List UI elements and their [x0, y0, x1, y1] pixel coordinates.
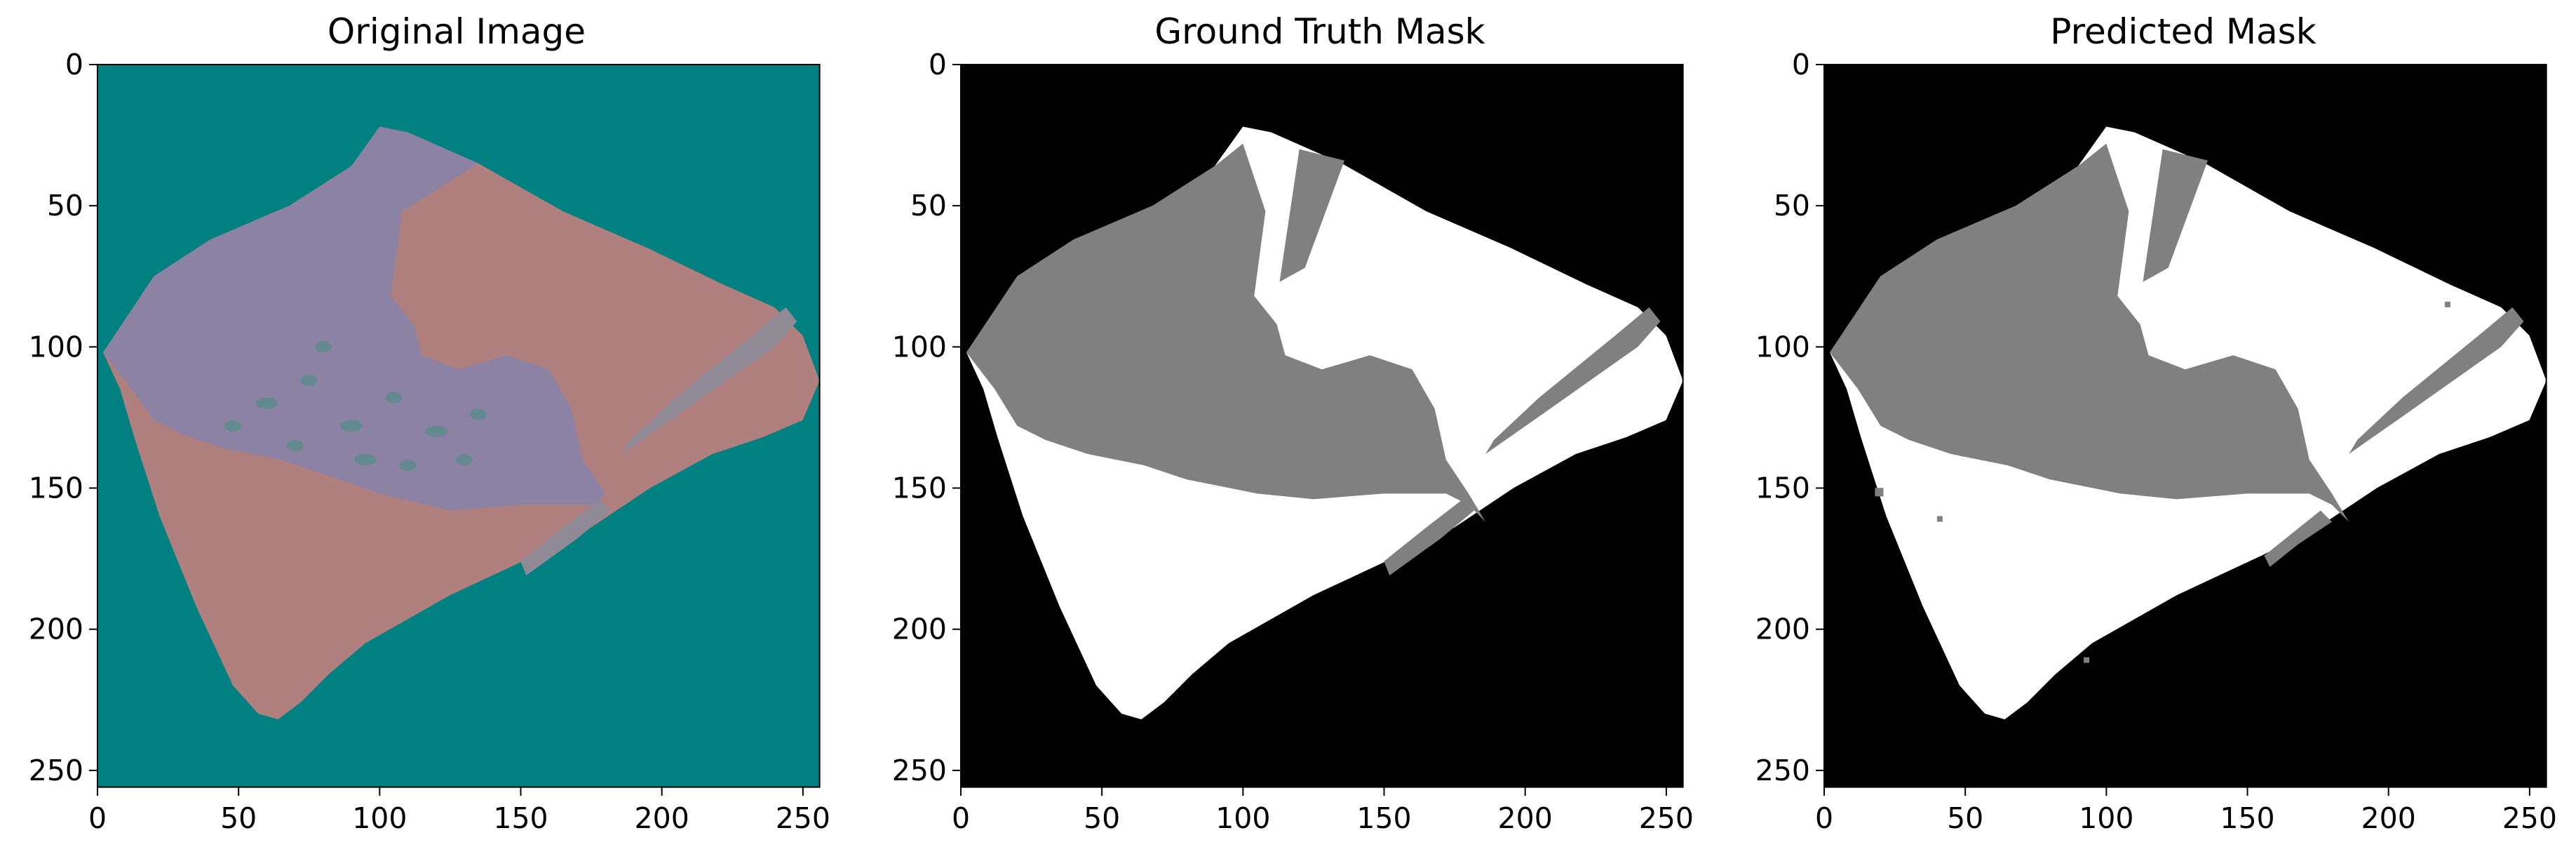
- x-tick-label: 200: [2361, 801, 2416, 835]
- y-tick-label: 100: [1755, 330, 1810, 363]
- mask-noise: [1875, 177, 2450, 663]
- y-tick-label: 250: [29, 754, 83, 787]
- tissue-band: [622, 307, 797, 455]
- x-tick-label: 200: [635, 801, 689, 835]
- x-tick-label: 100: [1215, 801, 1270, 835]
- x-tick-label: 50: [220, 801, 257, 835]
- y-tick-label: 150: [29, 472, 83, 505]
- x-tick-label: 250: [1639, 801, 1694, 835]
- y-tick-label: 100: [29, 330, 83, 363]
- x-tick-label: 150: [1356, 801, 1411, 835]
- x-tick-label: 50: [1947, 801, 1983, 835]
- x-tick-label: 0: [952, 801, 970, 835]
- x-tick-label: 250: [776, 801, 830, 835]
- plot-frame: [959, 63, 1684, 788]
- x-tick-label: 50: [1084, 801, 1120, 835]
- x-tick-label: 150: [2220, 801, 2274, 835]
- x-tick-label: 100: [352, 801, 407, 835]
- x-tick-label: 0: [1815, 801, 1833, 835]
- plot-frame: [1823, 63, 2547, 788]
- y-tick-label: 150: [1755, 472, 1810, 505]
- image-area: [959, 63, 1684, 788]
- tissue-detail: [224, 341, 487, 472]
- panel-title: Original Image: [328, 11, 586, 52]
- y-tick-label: 50: [47, 189, 83, 222]
- y-tick-label: 250: [892, 754, 947, 787]
- y-tick-label: 250: [1755, 754, 1810, 787]
- y-tick-label: 50: [1774, 189, 1810, 222]
- plot-frame: [96, 63, 821, 788]
- x-tick-label: 150: [493, 801, 548, 835]
- y-tick-label: 0: [65, 48, 83, 81]
- panel-ground-truth-mask: Ground Truth Mask: [959, 11, 1684, 788]
- image-area: [1823, 63, 2547, 788]
- panel-title: Ground Truth Mask: [1154, 11, 1485, 52]
- y-tick-label: 150: [892, 472, 947, 505]
- y-tick-label: 0: [929, 48, 947, 81]
- tissue-band: [520, 499, 612, 575]
- x-tick-label: 250: [2502, 801, 2557, 835]
- panel-title: Predicted Mask: [2050, 11, 2316, 52]
- panel-original-image: Original Image: [96, 11, 821, 788]
- y-tick-label: 50: [910, 189, 947, 222]
- y-tick-label: 200: [1755, 613, 1810, 646]
- x-tick-label: 0: [88, 801, 107, 835]
- image-area: [96, 63, 821, 788]
- y-tick-label: 0: [1792, 48, 1810, 81]
- y-tick-label: 200: [29, 613, 83, 646]
- y-tick-label: 200: [892, 613, 947, 646]
- x-tick-label: 200: [1498, 801, 1553, 835]
- y-tick-label: 100: [892, 330, 947, 363]
- x-tick-label: 100: [2079, 801, 2133, 835]
- panel-predicted-mask: Predicted Mask: [1823, 11, 2547, 788]
